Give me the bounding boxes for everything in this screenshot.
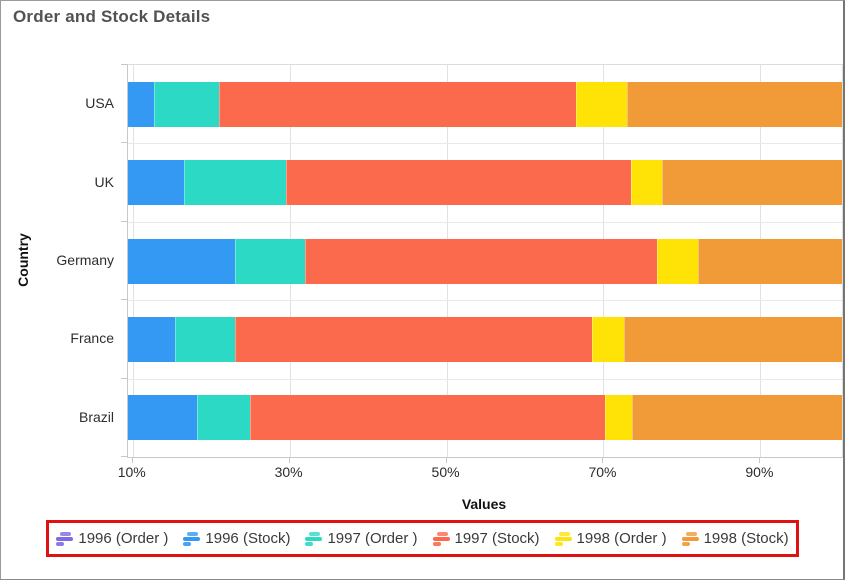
horizontal-gridline [128,221,842,223]
segment-brazil-1996-stock[interactable] [128,395,198,441]
plot-area [127,64,843,458]
category-label-germany: Germany [56,252,114,268]
legend-label: 1997 (Order ) [327,530,418,547]
segment-uk-1998-order[interactable] [630,160,663,206]
legend-label: 1998 (Order ) [576,530,667,547]
segment-france-1998-stock[interactable] [623,316,842,362]
segment-usa-1997-order[interactable] [153,81,219,127]
segment-germany-1998-order[interactable] [656,238,699,284]
segment-germany-1996-stock[interactable] [128,238,235,284]
x-axis-tick [759,457,761,463]
legend-item-1998-stock[interactable]: 1998 (Stock) [681,530,789,547]
y-axis-tick [121,220,127,222]
y-axis-tick [121,142,127,144]
x-axis-label-30: 30% [274,464,303,480]
segment-usa-1998-stock[interactable] [627,81,842,127]
horizontal-gridline [128,378,842,380]
x-axis-tick [131,457,133,463]
y-axis-tick [121,377,127,379]
y-axis-tick [121,64,127,65]
segment-france-1997-order[interactable] [175,316,235,362]
legend-item-1998-order[interactable]: 1998 (Order ) [554,530,667,547]
stacked-bar-series-icon [681,531,700,547]
x-axis-label-90: 90% [745,464,774,480]
bar-brazil [128,395,842,441]
bar-france [128,316,842,362]
stacked-bar-series-icon [432,531,451,547]
x-axis-title: Values [461,496,507,512]
segment-brazil-1998-order[interactable] [605,395,632,441]
stacked-bar-series-icon [183,531,201,547]
chart-title: Order and Stock Details [13,7,211,26]
x-axis-label-10: 10% [117,464,146,480]
segment-uk-1997-stock[interactable] [285,160,631,206]
x-axis-tick [445,457,447,463]
legend-label: 1996 (Order ) [78,530,169,547]
bar-uk [128,160,842,206]
horizontal-gridline [128,300,842,302]
segment-brazil-1997-order[interactable] [197,395,250,441]
legend-item-1997-stock[interactable]: 1997 (Stock) [432,530,540,547]
category-label-brazil: Brazil [78,408,114,425]
segment-france-1997-stock[interactable] [234,316,593,362]
legend-item-1996-order[interactable]: 1996 (Order ) [56,530,168,547]
category-label-france: France [70,330,114,347]
horizontal-gridline [128,143,842,145]
segment-france-1996-stock[interactable] [128,316,176,362]
segment-uk-1997-order[interactable] [184,160,286,206]
segment-uk-1996-stock[interactable] [128,160,185,206]
legend-item-1997-order[interactable]: 1997 (Order ) [305,530,418,547]
bar-germany [128,238,842,284]
stacked-bar-series-icon [305,531,323,547]
stacked-bar-series-icon [56,531,74,547]
x-axis-tick [602,457,604,463]
segment-germany-1997-order[interactable] [234,238,305,284]
y-axis-tick [121,456,127,457]
x-axis-label-70: 70% [588,464,617,480]
legend-label: 1998 (Stock) [703,530,789,547]
y-axis-tick [121,299,127,301]
legend-label: 1997 (Stock) [454,530,540,547]
stacked-bar-series-icon [554,531,573,547]
legend-highlight-box: 1996 (Order ) 1996 (Stock) 1997 (Order ) 19… [46,520,799,557]
category-label-usa: USA [85,95,114,112]
legend-item-1996-stock[interactable]: 1996 (Stock) [183,530,290,547]
segment-germany-1998-stock[interactable] [698,238,842,284]
segment-usa-1998-order[interactable] [576,81,627,127]
segment-brazil-1998-stock[interactable] [631,395,842,441]
segment-brazil-1997-stock[interactable] [249,395,606,441]
segment-france-1998-order[interactable] [592,316,624,362]
x-axis-label-50: 50% [431,464,460,480]
segment-usa-1996-stock[interactable] [128,81,154,127]
legend-label: 1996 (Stock) [205,530,291,547]
bar-usa [128,81,842,127]
x-axis-tick [288,457,290,463]
segment-uk-1998-stock[interactable] [662,160,842,206]
segment-usa-1997-stock[interactable] [219,81,576,127]
segment-germany-1997-stock[interactable] [304,238,657,284]
category-label-uk: UK [94,173,114,190]
